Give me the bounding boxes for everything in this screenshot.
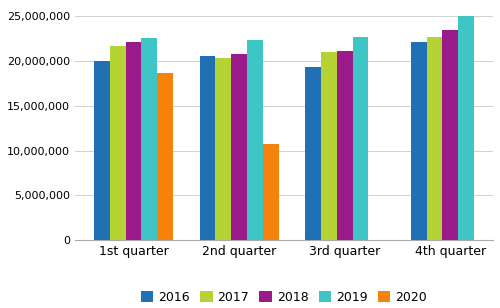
Bar [305, 67, 321, 240]
Bar [94, 61, 110, 240]
Bar [352, 37, 368, 240]
Bar [442, 30, 458, 240]
Bar [247, 40, 263, 240]
Bar [231, 54, 247, 240]
Bar [142, 38, 158, 240]
Bar [337, 51, 352, 240]
Bar [126, 42, 142, 240]
Bar [158, 73, 173, 240]
Bar [410, 42, 426, 240]
Bar [321, 52, 337, 240]
Bar [426, 38, 442, 240]
Bar [216, 58, 231, 240]
Bar [458, 16, 474, 240]
Bar [263, 144, 278, 240]
Legend: 2016, 2017, 2018, 2019, 2020: 2016, 2017, 2018, 2019, 2020 [136, 286, 432, 308]
Bar [110, 47, 126, 240]
Bar [200, 56, 216, 240]
